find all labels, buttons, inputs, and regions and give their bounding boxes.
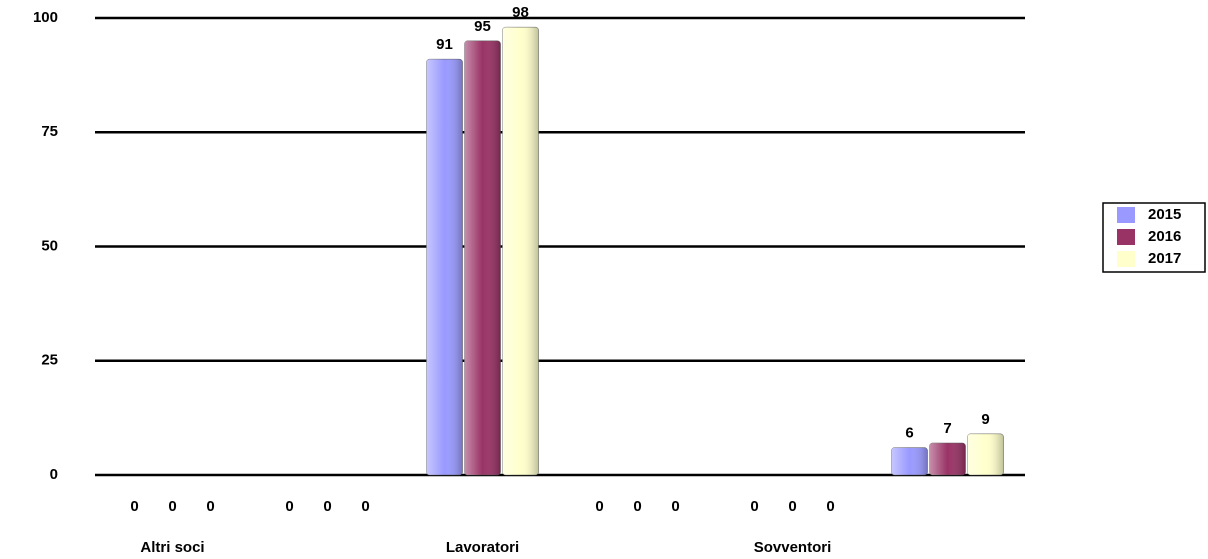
y-tick-label: 0 (50, 466, 58, 483)
legend-label: 2015 (1148, 206, 1181, 223)
y-tick-label: 75 (41, 123, 58, 140)
value-label: 0 (595, 498, 603, 515)
bar-shade (929, 443, 966, 475)
value-label: 0 (323, 498, 331, 515)
bar-shade (426, 59, 463, 475)
value-label: 0 (285, 498, 293, 515)
y-tick-label: 50 (41, 237, 58, 254)
value-label: 0 (361, 498, 369, 515)
value-label: 98 (512, 4, 529, 21)
bar-shade (967, 433, 1004, 475)
value-label: 0 (168, 498, 176, 515)
value-label: 95 (474, 18, 491, 35)
legend-swatch (1117, 251, 1135, 267)
value-label: 91 (436, 36, 453, 53)
value-label: 0 (130, 498, 138, 515)
x-tick-label: Altri soci (140, 539, 204, 556)
value-label: 9 (981, 411, 989, 428)
bar-shade (891, 447, 928, 475)
value-label: 6 (905, 425, 913, 442)
value-label: 0 (633, 498, 641, 515)
value-label: 0 (671, 498, 679, 515)
legend-label: 2017 (1148, 250, 1181, 267)
bar-shade (464, 40, 501, 475)
y-tick-label: 100 (33, 9, 58, 26)
value-label: 0 (826, 498, 834, 515)
value-label: 7 (943, 420, 951, 437)
bar-shade (502, 27, 539, 475)
y-tick-label: 25 (41, 352, 58, 369)
x-tick-label: Sovventori (754, 539, 832, 556)
legend-label: 2016 (1148, 228, 1181, 245)
legend-swatch (1117, 207, 1135, 223)
x-tick-label: Lavoratori (446, 539, 519, 556)
legend-swatch (1117, 229, 1135, 245)
value-label: 0 (206, 498, 214, 515)
value-label: 0 (750, 498, 758, 515)
value-label: 0 (788, 498, 796, 515)
